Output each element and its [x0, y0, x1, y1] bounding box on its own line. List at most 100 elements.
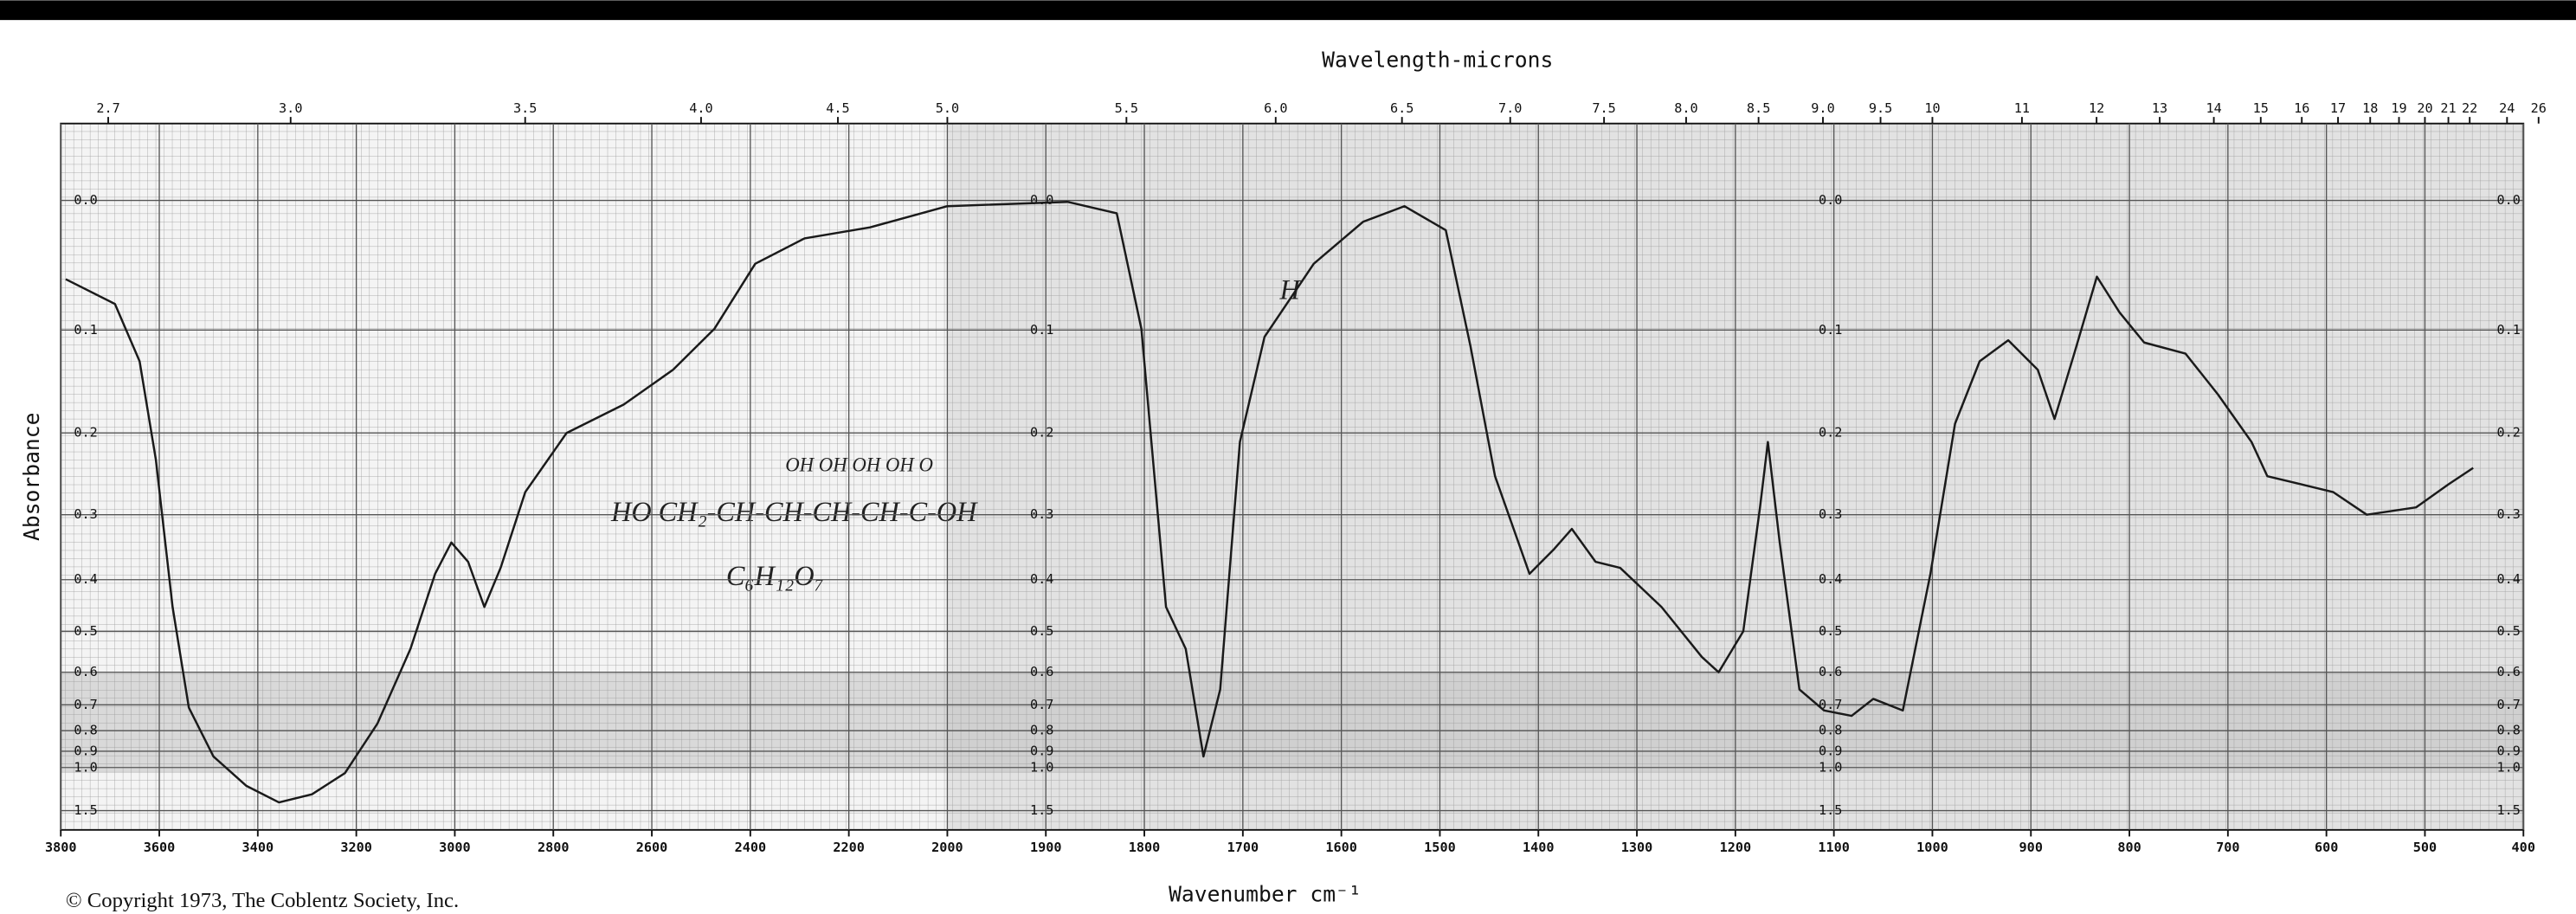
top-tick-label: 26 — [2531, 100, 2547, 116]
top-tick-label: 5.5 — [1115, 100, 1138, 116]
copyright: © Copyright 1973, The Coblentz Society, … — [66, 889, 459, 912]
top-tick-label: 14 — [2206, 100, 2221, 116]
y-tick-label: 0.3 — [1030, 506, 1053, 522]
y-tick-label: 1.5 — [74, 802, 97, 818]
x-tick-label: 3800 — [45, 840, 77, 855]
top-tick-label: 10 — [1924, 100, 1940, 116]
y-tick-label: 1.0 — [2496, 759, 2520, 775]
x-tick-label: 3400 — [242, 840, 274, 855]
x-tick-label: 1100 — [1818, 840, 1850, 855]
y-axis-title: Absorbance — [19, 413, 44, 541]
y-tick-label: 0.0 — [1030, 192, 1053, 208]
top-tick-label: 11 — [2014, 100, 2030, 116]
x-tick-label: 900 — [2019, 840, 2043, 855]
y-tick-label: 0.3 — [1819, 506, 1842, 522]
top-tick-label: 13 — [2152, 100, 2167, 116]
x-tick-label: 1300 — [1621, 840, 1653, 855]
x-tick-label: 2000 — [931, 840, 963, 855]
y-tick-label: 0.2 — [2496, 425, 2520, 441]
x-tick-label: 700 — [2216, 840, 2239, 855]
top-tick-label: 24 — [2499, 100, 2515, 116]
x-tick-label: 2800 — [538, 840, 570, 855]
y-tick-label: 0.5 — [1030, 623, 1053, 639]
y-tick-label: 0.6 — [1819, 664, 1842, 679]
y-tick-label: 0.4 — [2496, 571, 2520, 587]
y-tick-label: 1.5 — [2496, 802, 2520, 818]
y-tick-label: 0.9 — [2496, 743, 2520, 758]
y-tick-label: 0.8 — [74, 723, 97, 738]
top-tick-label: 6.0 — [1264, 100, 1287, 116]
x-tick-label: 2200 — [833, 840, 865, 855]
top-tick-label: 17 — [2330, 100, 2346, 116]
x-tick-label: 3200 — [340, 840, 372, 855]
y-tick-label: 1.0 — [1030, 759, 1053, 775]
y-tick-label: 0.3 — [74, 506, 97, 522]
top-tick-label: 22 — [2462, 100, 2477, 116]
y-tick-label: 1.0 — [1819, 759, 1842, 775]
top-bar — [0, 0, 2576, 21]
top-tick-label: 12 — [2089, 100, 2104, 116]
top-tick-label: 7.0 — [1498, 100, 1522, 116]
y-tick-label: 0.2 — [1030, 425, 1053, 441]
top-tick-label: 4.5 — [826, 100, 849, 116]
x-tick-label: 400 — [2512, 840, 2535, 855]
top-tick-label: 3.0 — [279, 100, 302, 116]
x-axis-title: Wavenumber cm⁻¹ — [1169, 882, 1362, 907]
top-axis-title: Wavelength-microns — [1322, 48, 1553, 73]
x-tick-label: 3600 — [144, 840, 176, 855]
top-tick-label: 7.5 — [1592, 100, 1615, 116]
top-tick-label: 3.5 — [513, 100, 537, 116]
top-tick-label: 9.0 — [1811, 100, 1834, 116]
y-tick-label: 0.1 — [2496, 322, 2520, 338]
x-tick-label: 1600 — [1325, 840, 1357, 855]
y-tick-label: 0.0 — [74, 192, 97, 208]
spectrum-line — [65, 200, 2474, 804]
x-tick-label: 1200 — [1720, 840, 1752, 855]
y-tick-label: 0.5 — [74, 623, 97, 639]
y-tick-label: 0.7 — [74, 697, 97, 712]
y-tick-label: 0.8 — [2496, 723, 2520, 738]
y-tick-label: 1.5 — [1030, 802, 1053, 818]
y-tick-label: 0.2 — [74, 425, 97, 441]
y-tick-label: 0.6 — [74, 664, 97, 679]
top-tick-label: 20 — [2417, 100, 2432, 116]
x-tick-label: 2400 — [735, 840, 767, 855]
top-tick-label: 15 — [2253, 100, 2269, 116]
y-tick-label: 0.3 — [2496, 506, 2520, 522]
annotation: HO CH₂-CH-CH-CH-CH-C-OH — [610, 496, 978, 527]
y-tick-label: 0.0 — [2496, 192, 2520, 208]
y-tick-label: 0.7 — [2496, 697, 2520, 712]
y-tick-label: 0.9 — [1819, 743, 1842, 758]
x-tick-label: 1400 — [1523, 840, 1555, 855]
top-tick-label: 4.0 — [689, 100, 712, 116]
top-tick-label: 8.0 — [1674, 100, 1697, 116]
x-tick-label: 600 — [2315, 840, 2338, 855]
y-tick-label: 1.0 — [74, 759, 97, 775]
x-tick-label: 2600 — [636, 840, 668, 855]
y-tick-label: 0.4 — [74, 571, 97, 587]
y-tick-label: 0.5 — [2496, 623, 2520, 639]
y-tick-label: 0.4 — [1030, 571, 1053, 587]
top-tick-label: 16 — [2294, 100, 2309, 116]
x-tick-label: 3000 — [439, 840, 471, 855]
y-tick-label: 0.6 — [2496, 664, 2520, 679]
annotation: C₆H₁₂O₇ — [726, 560, 824, 591]
x-tick-label: 1000 — [1916, 840, 1948, 855]
top-tick-label: 19 — [2391, 100, 2406, 116]
y-tick-label: 0.2 — [1819, 425, 1842, 441]
y-tick-label: 0.9 — [1030, 743, 1053, 758]
top-tick-label: 6.5 — [1390, 100, 1414, 116]
y-tick-label: 0.4 — [1819, 571, 1842, 587]
y-tick-label: 0.1 — [1030, 322, 1053, 338]
y-tick-label: 0.9 — [74, 743, 97, 758]
top-tick-label: 21 — [2440, 100, 2456, 116]
y-tick-label: 0.8 — [1819, 723, 1842, 738]
y-tick-label: 0.6 — [1030, 664, 1053, 679]
x-tick-label: 1700 — [1227, 840, 1259, 855]
x-tick-label: 1800 — [1129, 840, 1161, 855]
y-tick-label: 0.5 — [1819, 623, 1842, 639]
annotation: OH OH OH OH O — [785, 454, 933, 476]
top-tick-label: 2.7 — [96, 100, 119, 116]
x-tick-label: 1900 — [1030, 840, 1062, 855]
